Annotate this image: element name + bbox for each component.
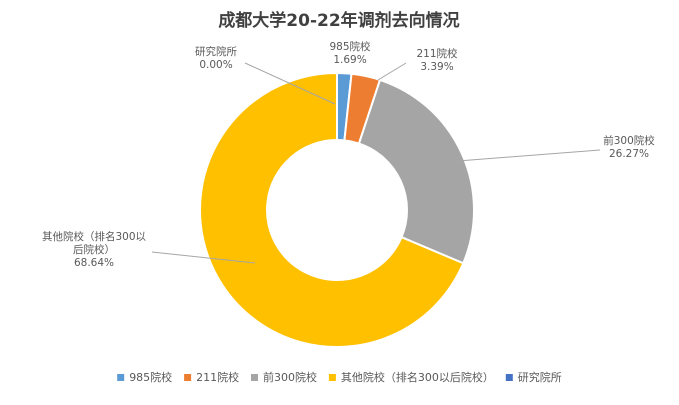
leader-line-4: [151, 251, 256, 264]
legend-swatch: [328, 374, 336, 381]
legend-swatch: [117, 374, 125, 381]
legend-label: 其他院校（排名300以后院校）: [341, 370, 494, 384]
leader-line-2: [377, 62, 407, 81]
legend-item-5: 研究院所: [505, 370, 562, 384]
legend-label: 研究院所: [518, 370, 562, 384]
data-labels-group: 985院校 1.69% 211院校 3.39% 前300院校 26.27% 其他院校（排名3…: [42, 40, 655, 269]
leader-lines-group: [151, 62, 601, 264]
leader-line-3: [444, 149, 601, 163]
legend: 985院校 211院校 前300院校 其他院校（排名300以后院校） 研究院所: [117, 370, 562, 384]
leader-line-5: [244, 62, 336, 105]
chart-title: 成都大学20-22年调剂去向情况: [218, 10, 459, 31]
data-label-2: 211院校 3.39%: [416, 47, 458, 73]
legend-item-2: 211院校: [184, 370, 239, 384]
legend-swatch: [251, 374, 258, 381]
data-label-3: 前300院校 26.27%: [603, 134, 655, 160]
slices-group: [199, 71, 475, 348]
legend-label: 211院校: [196, 370, 239, 384]
data-label-1: 985院校 1.69%: [329, 40, 371, 66]
legend-label: 前300院校: [263, 370, 317, 384]
legend-swatch: [505, 374, 513, 381]
legend-item-1: 985院校: [117, 370, 172, 384]
legend-label: 985院校: [129, 370, 172, 384]
legend-item-4: 其他院校（排名300以后院校）: [328, 370, 494, 384]
data-label-4: 其他院校（排名300以后院校） 68.64%: [42, 230, 147, 269]
legend-swatch: [184, 374, 192, 381]
legend-item-3: 前300院校: [251, 370, 317, 384]
slice-3: [357, 78, 475, 265]
slice-4: [199, 71, 465, 348]
data-label-5: 研究院所 0.00%: [195, 45, 237, 71]
